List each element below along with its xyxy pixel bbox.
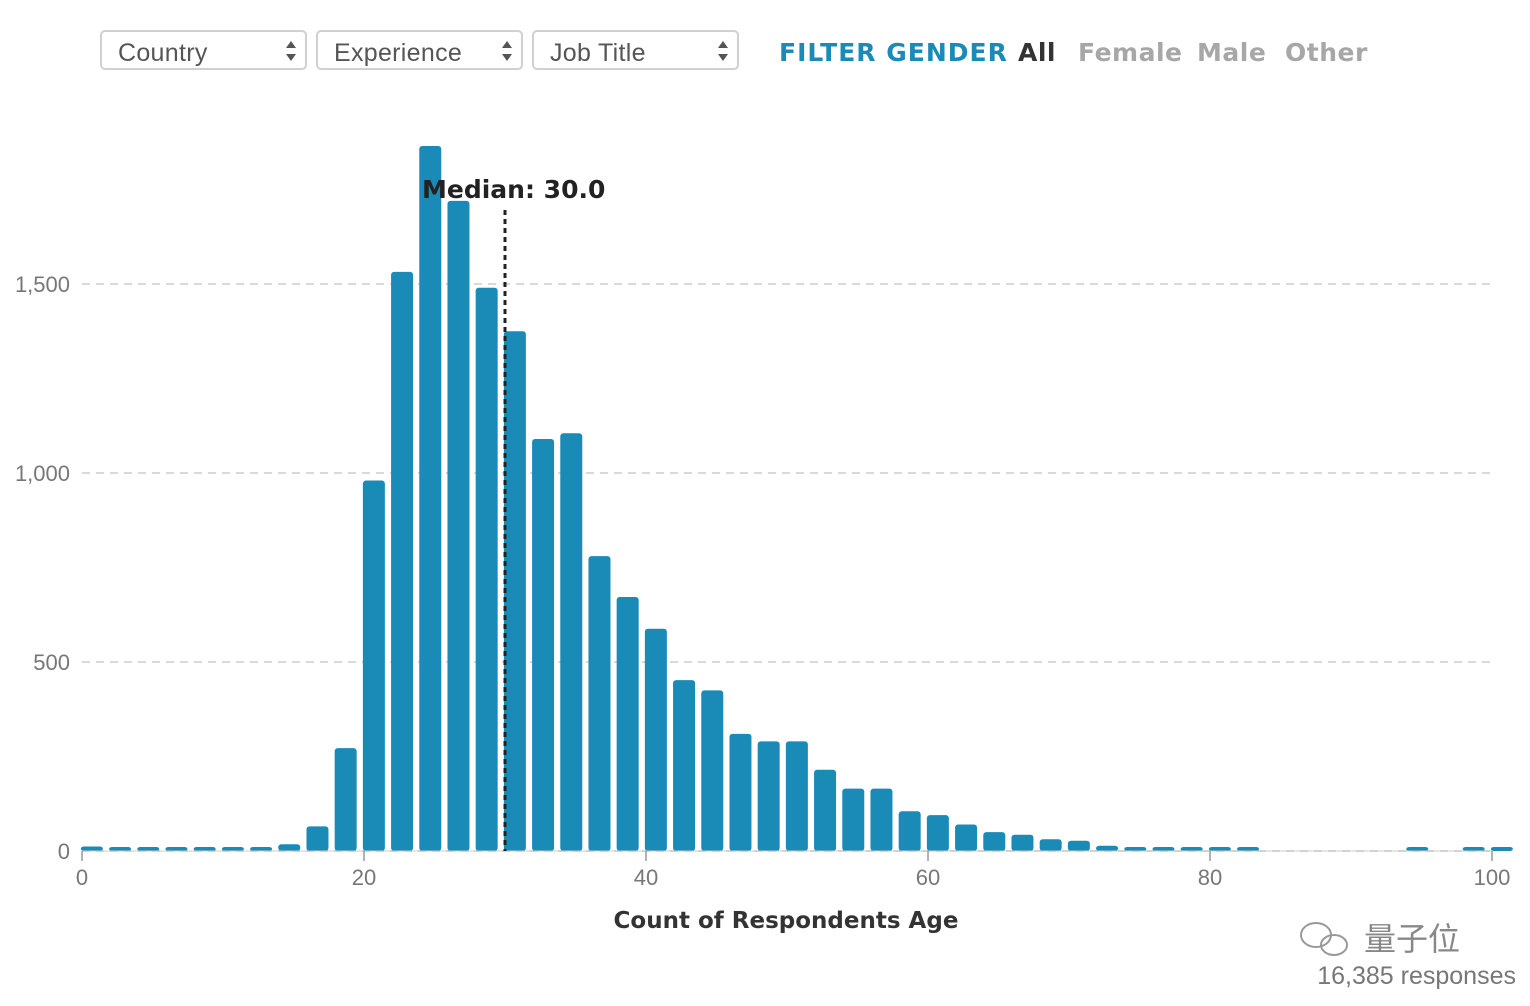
bar [757, 741, 780, 851]
x-axis-title: Count of Respondents Age [614, 908, 959, 934]
bar [983, 832, 1006, 851]
filter-gender-title: FILTER GENDER [779, 38, 1008, 67]
experience-select-label: Experience [334, 39, 463, 67]
bar [447, 200, 470, 852]
bar [588, 556, 611, 851]
bar [616, 596, 639, 851]
bars [80, 146, 1513, 852]
bar [165, 847, 188, 851]
bar [1180, 847, 1203, 851]
experience-select[interactable]: Experience [316, 30, 523, 70]
bar [1208, 847, 1231, 851]
bar [1406, 847, 1429, 851]
bar [1124, 847, 1147, 851]
country-select[interactable]: Country [100, 30, 307, 70]
y-tick-label: 0 [58, 839, 70, 864]
bar [109, 847, 132, 851]
bar [250, 847, 273, 851]
x-tick-label: 20 [352, 865, 376, 890]
x-tick-label: 80 [1198, 865, 1222, 890]
bar [278, 844, 301, 851]
bar [955, 824, 978, 851]
y-tick-label: 1,000 [15, 461, 70, 486]
bar [560, 433, 583, 851]
bar [1152, 847, 1175, 851]
bar [785, 741, 808, 851]
bar [80, 846, 103, 851]
wechat-icon [1300, 922, 1348, 956]
job-title-select-label: Job Title [550, 39, 646, 67]
bar [391, 271, 414, 851]
x-tick-label: 60 [916, 865, 940, 890]
watermark-text: 量子位 [1364, 920, 1460, 958]
bar [503, 331, 526, 851]
y-axis-ticks: 0 500 1,000 1,500 [15, 272, 70, 864]
median-label: Median: 30.0 [422, 175, 605, 204]
gender-option-all[interactable]: All [1018, 38, 1056, 67]
bar [701, 690, 724, 851]
gender-option-female[interactable]: Female [1078, 38, 1183, 67]
x-tick-label: 0 [76, 865, 88, 890]
job-title-select[interactable]: Job Title [532, 30, 739, 70]
gender-option-other[interactable]: Other [1285, 38, 1368, 67]
gender-option-male[interactable]: Male [1197, 38, 1267, 67]
bar [870, 788, 893, 851]
bar [1039, 839, 1062, 851]
bar [1462, 847, 1485, 851]
bar [926, 815, 949, 851]
bar [532, 438, 555, 851]
x-tick-label: 40 [634, 865, 658, 890]
select-arrows-icon [717, 39, 729, 63]
y-tick-label: 1,500 [15, 272, 70, 297]
watermark: 量子位 [1298, 915, 1498, 970]
bar [842, 788, 865, 851]
bar [729, 733, 752, 851]
bar [898, 811, 921, 851]
bar [475, 287, 498, 851]
filter-controls: Country Experience Job Title FILTER GEND… [100, 30, 1480, 72]
bar [644, 628, 667, 851]
bar [1067, 840, 1090, 851]
bar [334, 748, 357, 851]
bar [1096, 845, 1119, 851]
bar [1237, 847, 1260, 851]
select-arrows-icon [501, 39, 513, 63]
bar [306, 826, 329, 851]
bar [814, 769, 837, 851]
bar [362, 480, 385, 851]
response-count: 16,385 responses [1317, 962, 1516, 990]
bar [137, 847, 160, 851]
bar [221, 847, 244, 851]
bar [673, 680, 696, 851]
bar [1490, 847, 1513, 851]
bar [419, 146, 442, 851]
x-tick-label: 100 [1474, 865, 1511, 890]
bar [1011, 834, 1034, 851]
country-select-label: Country [118, 39, 208, 67]
select-arrows-icon [285, 39, 297, 63]
bar [193, 847, 216, 851]
x-axis-ticks: 0 20 40 60 80 100 [76, 850, 1511, 890]
y-tick-label: 500 [33, 650, 70, 675]
